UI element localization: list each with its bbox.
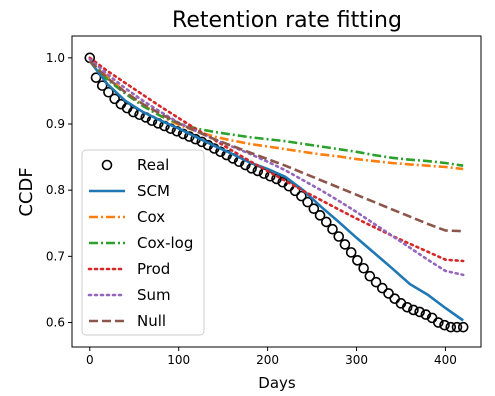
point-real xyxy=(364,270,376,282)
point-real xyxy=(314,210,326,221)
legend-marker-real xyxy=(101,159,113,171)
plot-frame xyxy=(71,35,482,348)
point-real xyxy=(389,293,401,304)
point-real xyxy=(433,317,444,328)
point-real xyxy=(370,276,382,288)
y-tick-label: 0.7 xyxy=(46,249,65,263)
point-real xyxy=(377,282,388,294)
series-line-prod xyxy=(88,56,465,263)
y-tick-label: 0.8 xyxy=(46,183,65,197)
point-real xyxy=(445,321,457,333)
x-tick-label: 400 xyxy=(434,353,457,367)
chart-title: Retention rate fitting xyxy=(172,8,402,33)
series-line-cox-log xyxy=(88,60,464,167)
series-line-sum xyxy=(88,57,465,277)
point-real xyxy=(308,203,320,215)
point-real xyxy=(296,190,307,202)
point-real xyxy=(408,304,419,316)
x-tick-label: 0 xyxy=(86,353,94,367)
x-tick-label: 300 xyxy=(345,353,368,367)
point-real xyxy=(320,216,332,228)
point-real xyxy=(302,196,313,208)
axis-ticks: 0 100 200 300 400 0.6 0.7 0.8 0.9 1.0 xyxy=(46,51,457,367)
x-axis-label: Days xyxy=(258,374,296,392)
point-real xyxy=(451,321,463,333)
legend-label-cox: Cox xyxy=(137,208,165,226)
legend-label-real: Real xyxy=(137,156,169,174)
point-real xyxy=(439,319,450,331)
legend-label-sum: Sum xyxy=(137,286,171,304)
point-real xyxy=(109,93,120,105)
point-real xyxy=(352,255,363,266)
point-real xyxy=(420,309,432,320)
point-real xyxy=(401,301,413,313)
point-real xyxy=(327,223,338,235)
plot-marks xyxy=(84,52,469,333)
y-tick-label: 1.0 xyxy=(46,51,65,65)
series-line-scm xyxy=(88,60,464,322)
legend-label-null: Null xyxy=(137,312,166,330)
point-real xyxy=(96,80,108,91)
point-real xyxy=(339,239,351,250)
series-line-null xyxy=(88,60,464,233)
point-real xyxy=(345,247,357,258)
x-tick-label: 200 xyxy=(256,353,279,367)
point-real xyxy=(128,106,139,118)
legend-box xyxy=(81,149,205,336)
legend-items: Real SCM Cox Cox-log Prod Sum Null xyxy=(87,156,193,330)
y-axis-label: CCDF xyxy=(16,167,37,216)
x-tick-label: 100 xyxy=(167,353,190,367)
legend-label-cox-log: Cox-log xyxy=(137,234,193,252)
point-real xyxy=(414,306,425,318)
legend-label-prod: Prod xyxy=(137,260,170,278)
series-line-cox xyxy=(88,60,464,171)
point-real xyxy=(333,231,345,242)
point-real xyxy=(90,72,102,83)
point-real xyxy=(103,86,114,98)
y-tick-label: 0.6 xyxy=(46,316,65,330)
point-real xyxy=(264,170,276,182)
point-real xyxy=(358,262,369,274)
point-real xyxy=(383,288,394,299)
y-tick-label: 0.9 xyxy=(46,117,65,131)
legend: Real SCM Cox Cox-log Prod Sum Null xyxy=(81,149,205,336)
legend-label-scm: SCM xyxy=(137,182,170,200)
point-real xyxy=(271,173,282,185)
point-real xyxy=(457,321,469,333)
